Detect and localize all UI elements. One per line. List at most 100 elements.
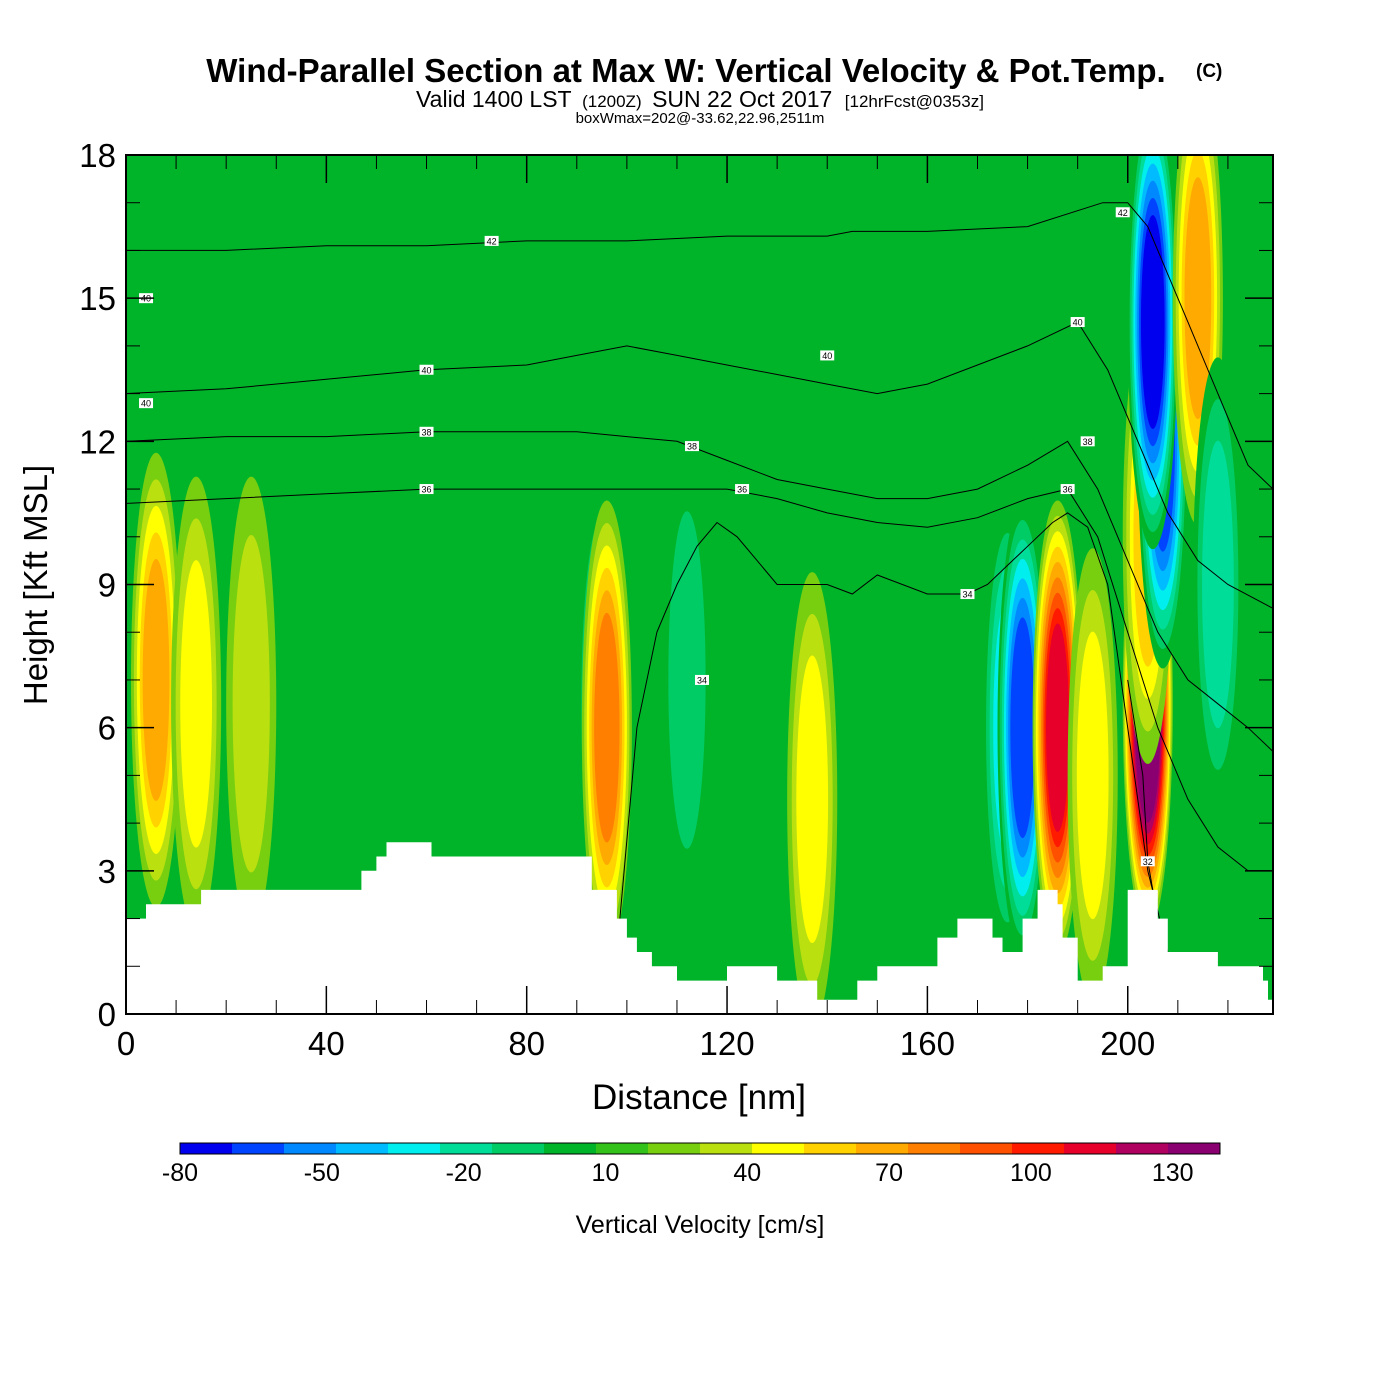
- isentrope: [126, 202, 1273, 490]
- colorbar-swatch: [544, 1143, 597, 1154]
- colorbar-swatch: [492, 1143, 545, 1154]
- isentrope-label-box: [1070, 317, 1085, 328]
- colorbar-tick-label: -20: [446, 1159, 482, 1187]
- y-tick-label: 9: [98, 567, 116, 604]
- velocity-feature: [1032, 500, 1083, 955]
- isentrope-label: 40: [820, 350, 835, 361]
- isentrope-label-box: [735, 484, 750, 495]
- colorbar-frame: [179, 1142, 1221, 1155]
- x-tick-label: 160: [900, 1025, 955, 1062]
- velocity-band: [142, 558, 170, 801]
- isentrope-label: 38: [419, 426, 434, 437]
- isentrope-label-text: 42: [1118, 208, 1128, 218]
- colorbar-swatch: [960, 1143, 1013, 1154]
- isentrope: [126, 488, 1273, 872]
- chart-title: Wind-Parallel Section at Max W: Vertical…: [206, 52, 1165, 89]
- velocity-feature: [131, 452, 182, 908]
- y-tick-label: 6: [98, 710, 116, 747]
- velocity-band: [1140, 215, 1165, 429]
- velocity-band: [594, 612, 620, 843]
- x-tick-label: 0: [117, 1025, 135, 1062]
- isentrope-label-box: [684, 441, 699, 452]
- colorbar-swatch: [180, 1143, 233, 1154]
- isentrope-label-text: 36: [737, 485, 747, 495]
- isentrope-label-box: [1140, 856, 1155, 867]
- colorbar-swatch: [284, 1143, 337, 1154]
- y-tick-label: 3: [98, 853, 116, 890]
- isentrope-label-box: [960, 589, 975, 600]
- colorbar-tick-label: -80: [162, 1159, 198, 1187]
- isentrope-label: 32: [1140, 856, 1155, 867]
- colorbar-swatch: [908, 1143, 961, 1154]
- y-tick-label: 18: [79, 137, 116, 174]
- isentrope-label-box: [419, 364, 434, 375]
- x-tick-label: 200: [1100, 1025, 1155, 1062]
- isentrope: [126, 431, 1273, 752]
- velocity-band: [232, 535, 270, 873]
- velocity-feature: [171, 476, 222, 931]
- isentrope: [126, 321, 1273, 609]
- velocity-band: [1202, 440, 1234, 729]
- isentrope-label: 40: [139, 398, 154, 409]
- isentrope-label-text: 36: [422, 485, 432, 495]
- isentrope-label: 40: [1070, 317, 1085, 328]
- colorbar-tick-label: 130: [1152, 1159, 1194, 1187]
- x-tick-label: 120: [700, 1025, 755, 1062]
- velocity-band: [180, 560, 213, 848]
- colorbar-swatch: [648, 1143, 701, 1154]
- isentrope-label-box: [139, 398, 154, 409]
- isentrope-label-text: 40: [822, 351, 832, 361]
- colorbar-tick-label: 70: [875, 1159, 903, 1187]
- isentrope-label: 38: [684, 441, 699, 452]
- velocity-band: [1184, 177, 1212, 420]
- isentrope-label: 36: [419, 484, 434, 495]
- velocity-band: [1046, 623, 1070, 832]
- velocity-band: [1076, 631, 1109, 920]
- colorbar-swatch: [856, 1143, 909, 1154]
- isentrope-label: 42: [1115, 207, 1130, 218]
- subtitle: Valid 1400 LST (1200Z) SUN 22 Oct 2017 […: [416, 86, 984, 112]
- y-tick-label: 12: [79, 423, 116, 460]
- x-tick-label: 80: [508, 1025, 545, 1062]
- colorbar-swatch: [700, 1143, 753, 1154]
- isentrope-label: 40: [419, 364, 434, 375]
- isentrope-label-box: [419, 426, 434, 437]
- colorbar-swatch: [1116, 1143, 1169, 1154]
- colorbar-tick-label: 40: [733, 1159, 761, 1187]
- terrain: [126, 842, 1273, 1014]
- velocity-feature: [1192, 357, 1243, 812]
- potential-temperature-contours: [126, 202, 1273, 953]
- velocity-feature: [1067, 548, 1118, 1003]
- colorbar-swatch: [804, 1143, 857, 1154]
- y-tick-label: 15: [79, 280, 116, 317]
- colorbar-swatch: [336, 1143, 389, 1154]
- x-axis-label: Distance [nm]: [592, 1078, 806, 1117]
- velocity-feature: [581, 500, 632, 955]
- isentrope-label-box: [820, 350, 835, 361]
- y-axis-label: Height [Kft MSL]: [17, 465, 54, 705]
- isentrope-label: 38: [1080, 436, 1095, 447]
- colorbar-tick-label: 10: [592, 1159, 620, 1187]
- isentrope-label: 36: [1060, 484, 1075, 495]
- isentrope-label-text: 40: [1073, 318, 1083, 328]
- colorbar-swatch: [232, 1143, 285, 1154]
- isentrope-label: 34: [960, 589, 975, 600]
- colorbar-swatch: [440, 1143, 493, 1154]
- plot-area: 32343638404240383634403836424040: [126, 155, 1273, 1014]
- colorbar-swatch: [388, 1143, 441, 1154]
- colorbar-swatch: [1012, 1143, 1065, 1154]
- isentrope-label: 34: [695, 674, 710, 685]
- isentrope-label-box: [419, 484, 434, 495]
- y-tick-label: 0: [98, 996, 116, 1033]
- subtitle-date: SUN 22 Oct 2017: [652, 86, 832, 112]
- isentrope: [1127, 679, 1154, 890]
- velocity-band: [1010, 617, 1035, 839]
- box-info: boxWmax=202@-33.62,22.96,2511m: [576, 110, 825, 127]
- isentrope-label: 36: [735, 484, 750, 495]
- velocity-feature: [661, 452, 713, 908]
- velocity-band: [668, 511, 706, 849]
- isentrope-label-box: [695, 674, 710, 685]
- velocity-feature: [1127, 155, 1178, 550]
